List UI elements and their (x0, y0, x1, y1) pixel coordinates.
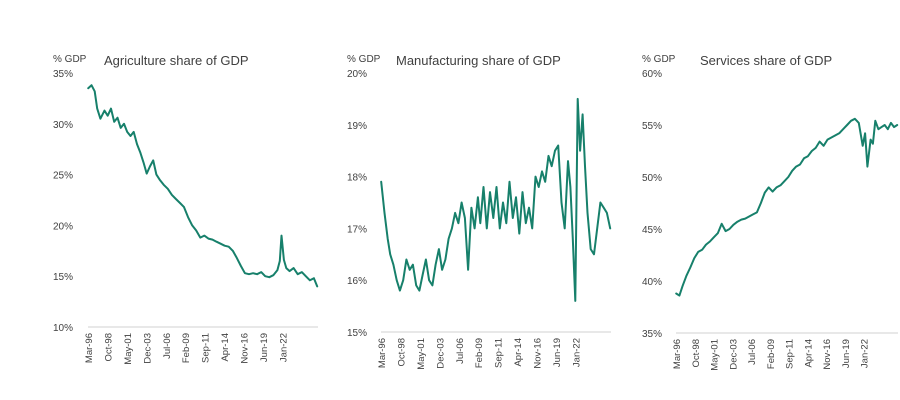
x-tick-label: May-01 (416, 338, 427, 370)
x-tick-label: Jul-06 (747, 339, 758, 365)
y-tick-label: 10% (53, 323, 73, 334)
x-tick-label: Jul-06 (455, 338, 466, 364)
y-tick-label: 55% (642, 121, 662, 132)
x-tick-label: Jan-22 (278, 333, 289, 362)
y-tick-label: 16% (347, 276, 367, 287)
x-tick-label: Mar-96 (377, 338, 388, 368)
y-axis-label: % GDP (642, 54, 676, 65)
series-line (87, 84, 319, 288)
chart-panel-3: % GDP Services share of GDP 60% 55% 50% 45% 40… (642, 53, 899, 371)
x-tick-label: Nov-16 (240, 333, 251, 364)
y-tick-label: 25% (53, 171, 73, 182)
x-tick-label: Oct-98 (103, 333, 114, 362)
x-tick-label: Jan-22 (571, 338, 582, 367)
y-tick-label: 35% (642, 329, 662, 340)
y-axis-label: % GDP (53, 54, 87, 65)
x-tick-label: Jun-19 (259, 333, 270, 362)
x-tick-label: Apr-14 (803, 339, 814, 368)
y-tick-label: 40% (642, 277, 662, 288)
x-tick-label: Sep-11 (785, 339, 796, 369)
x-tick-label: Feb-09 (474, 338, 485, 368)
x-tick-label: May-01 (710, 339, 721, 371)
x-tick-label: Dec-03 (435, 338, 446, 369)
y-tick-label: 30% (53, 120, 73, 131)
y-tick-label: 60% (642, 69, 662, 80)
y-axis-label: % GDP (347, 54, 381, 65)
x-tick-label: Nov-16 (822, 339, 833, 370)
x-tick-label: Apr-14 (220, 333, 231, 362)
x-tick-label: Jul-06 (162, 333, 173, 359)
x-tick-label: May-01 (123, 333, 134, 365)
y-tick-label: 17% (347, 224, 367, 235)
chart-title: Manufacturing share of GDP (396, 53, 561, 68)
y-tick-label: 45% (642, 225, 662, 236)
x-tick-label: Oct-98 (691, 339, 702, 368)
y-tick-label: 19% (347, 121, 367, 132)
chart-title: Services share of GDP (700, 53, 832, 68)
chart-panel-1: % GDP Agriculture share of GDP 35% 30% 25% 20… (53, 53, 319, 365)
series-line (675, 117, 899, 297)
x-tick-label: Sep-11 (494, 338, 505, 368)
x-tick-label: Nov-16 (533, 338, 544, 369)
x-tick-label: Jun-19 (552, 338, 563, 367)
x-tick-label: Feb-09 (181, 333, 192, 363)
y-tick-label: 50% (642, 173, 662, 184)
x-tick-label: Jan-22 (860, 339, 871, 368)
x-tick-label: Feb-09 (766, 339, 777, 369)
y-tick-label: 35% (53, 69, 73, 80)
y-tick-label: 15% (53, 272, 73, 283)
x-tick-label: Dec-03 (728, 339, 739, 370)
x-tick-label: Apr-14 (513, 338, 524, 367)
y-tick-label: 20% (53, 221, 73, 232)
chart-title: Agriculture share of GDP (104, 53, 249, 68)
x-tick-label: Mar-96 (84, 333, 95, 363)
x-tick-label: Oct-98 (396, 338, 407, 367)
chart-panel-2: % GDP Manufacturing share of GDP 20% 19% 18%… (347, 53, 612, 370)
y-tick-label: 15% (347, 328, 367, 339)
x-tick-label: Dec-03 (142, 333, 153, 364)
y-tick-label: 18% (347, 173, 367, 184)
y-tick-label: 20% (347, 69, 367, 80)
x-tick-label: Sep-11 (201, 333, 212, 363)
series-line (380, 97, 612, 302)
x-tick-label: Jun-19 (841, 339, 852, 368)
x-tick-label: Mar-96 (672, 339, 683, 369)
